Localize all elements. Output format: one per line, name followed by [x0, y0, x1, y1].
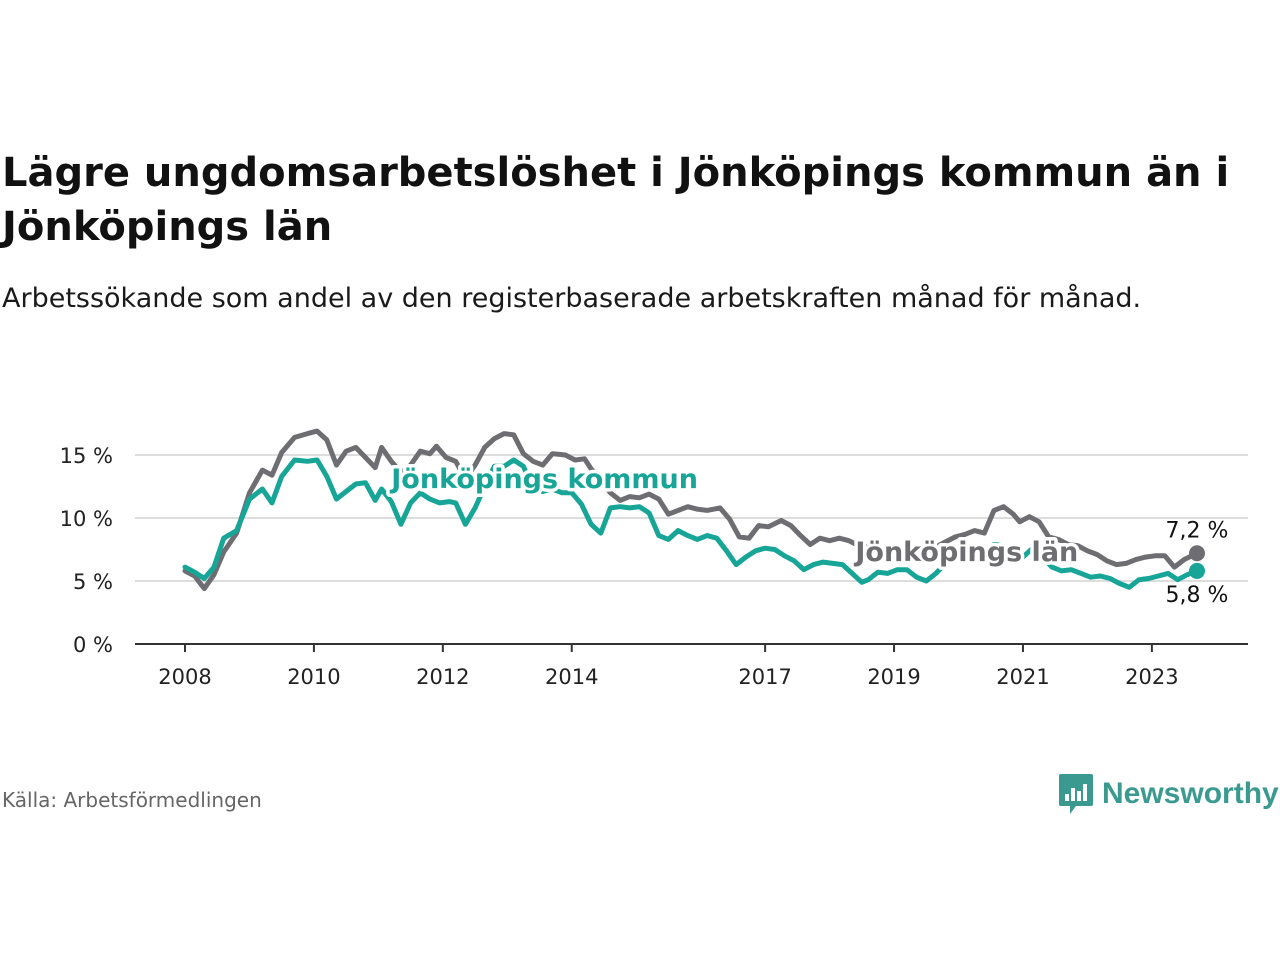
newsworthy-logo: Newsworthy: [1058, 772, 1279, 816]
series-labels: Jönköpings län 7,2 % Jönköpings kommun 5,8 …: [386, 460, 1229, 608]
bar-chart-icon: [1059, 774, 1093, 814]
y-tick-label: 10 %: [60, 507, 113, 531]
x-tick-label: 2019: [867, 665, 920, 689]
x-tick-label: 2017: [738, 665, 791, 689]
series-endpoint-kommun: [1189, 562, 1205, 579]
chart-subtitle: Arbetssökande som andel av den registerb…: [2, 283, 1142, 314]
series-label-kommun: Jönköpings kommun: [389, 464, 698, 495]
x-tick-label: 2010: [287, 665, 340, 689]
series-line-kommun: [182, 457, 1200, 590]
x-tick-label: 2014: [545, 665, 598, 689]
x-tick-label: 2021: [996, 665, 1049, 689]
end-value-label-lan: 7,2 %: [1166, 518, 1229, 543]
series-label-lan: Jönköpings län: [853, 537, 1078, 568]
x-tick-label: 2012: [416, 665, 469, 689]
gridlines: [135, 454, 1248, 582]
y-tick-label: 15 %: [60, 444, 113, 468]
x-tick-label: 2023: [1125, 665, 1178, 689]
end-value-label-kommun: 5,8 %: [1166, 583, 1229, 608]
series-lines: [182, 428, 1205, 592]
y-axis-ticks: 0 % 5 % 10 % 15 %: [60, 444, 113, 657]
source-note: Källa: Arbetsförmedlingen: [2, 788, 262, 812]
brand-name: Newsworthy: [1102, 777, 1279, 810]
x-axis-ticks: 2008 2010 2012 2014 2017 2019 2021 2023: [158, 644, 1179, 689]
series-line-lan: [182, 428, 1200, 592]
y-tick-label: 5 %: [73, 570, 113, 594]
series-endpoint-lan: [1189, 545, 1205, 562]
chart-title: Lägre ungdomsarbetslöshet i Jönköpings k…: [2, 150, 1230, 250]
x-tick-label: 2008: [158, 665, 211, 689]
y-tick-label: 0 %: [73, 633, 113, 657]
